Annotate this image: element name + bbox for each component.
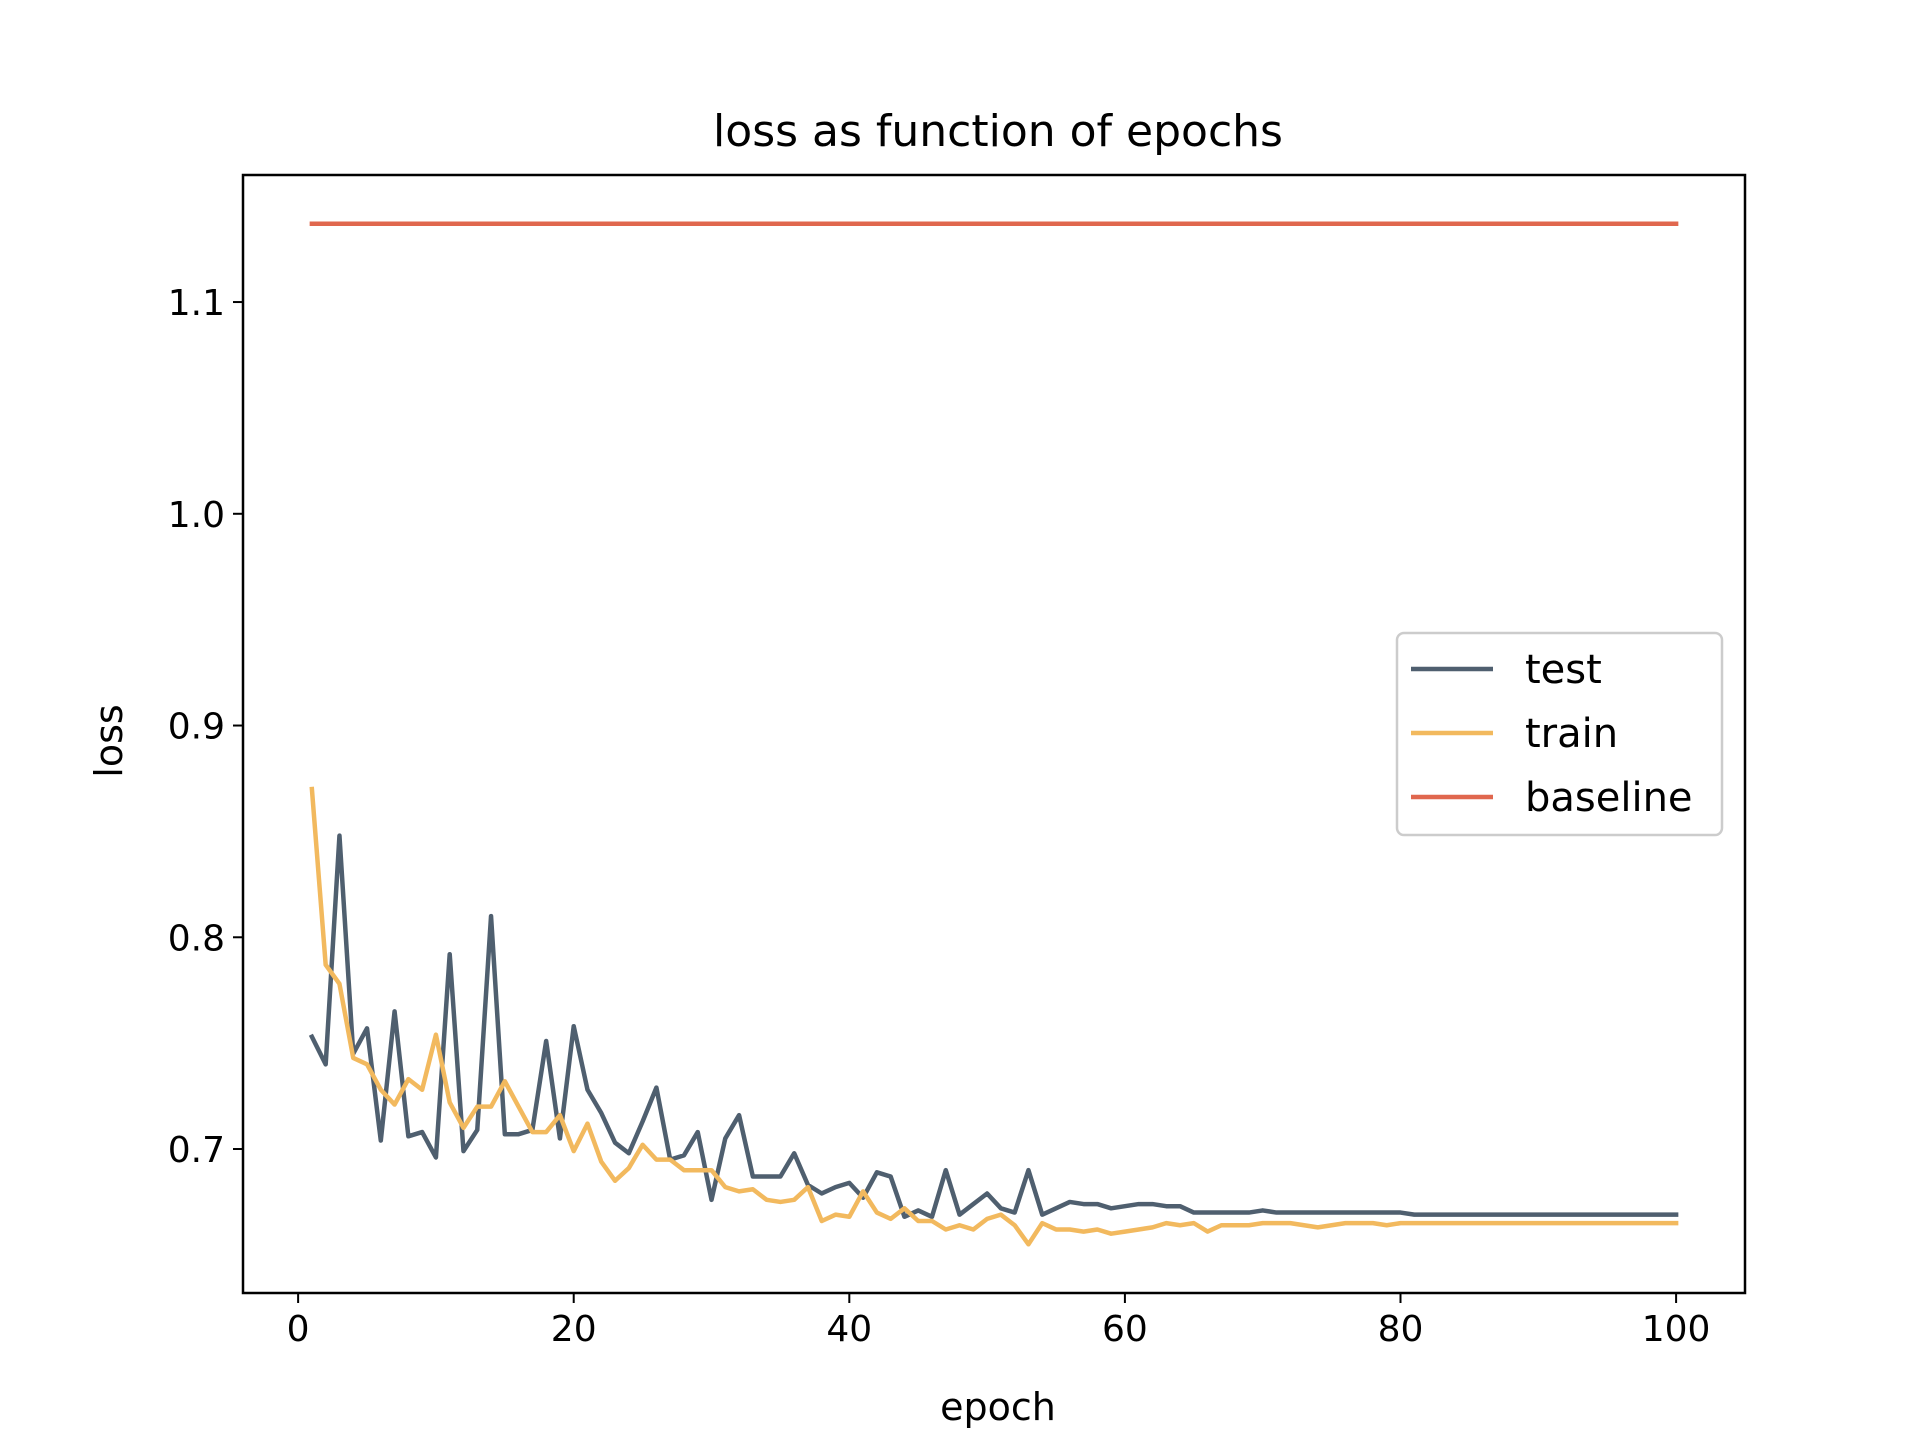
x-tick-label: 0 [287,1309,310,1350]
legend-box [1395,631,1724,837]
y-tick-label: 0.7 [168,1130,225,1171]
y-tick-label: 0.8 [168,918,225,959]
y-tick-label: 0.9 [168,707,225,748]
chart-title: loss as function of epochs [713,106,1283,157]
x-tick-label: 80 [1378,1309,1424,1350]
y-axis-label: loss [87,704,131,777]
x-tick-label: 40 [826,1309,872,1350]
axes-frame [241,173,1747,1295]
y-tick-label: 1.0 [168,495,225,536]
series-line-test [308,833,1679,1220]
x-axis-label: epoch [940,1385,1056,1429]
x-tick-label: 60 [1102,1309,1148,1350]
series-line-train [309,786,1679,1247]
legend-label-train: train [1525,711,1618,757]
legend-label-test: test [1525,647,1602,693]
plot-area: 0 20 40 60 80 100 0.7 0.8 0.9 1.0 1.1 [168,173,1747,1350]
x-tick-label: 20 [551,1309,597,1350]
legend: test train baseline [1395,631,1724,837]
x-tick-label: 100 [1642,1309,1711,1350]
legend-label-baseline: baseline [1525,775,1693,821]
y-tick-label: 1.1 [168,283,225,324]
